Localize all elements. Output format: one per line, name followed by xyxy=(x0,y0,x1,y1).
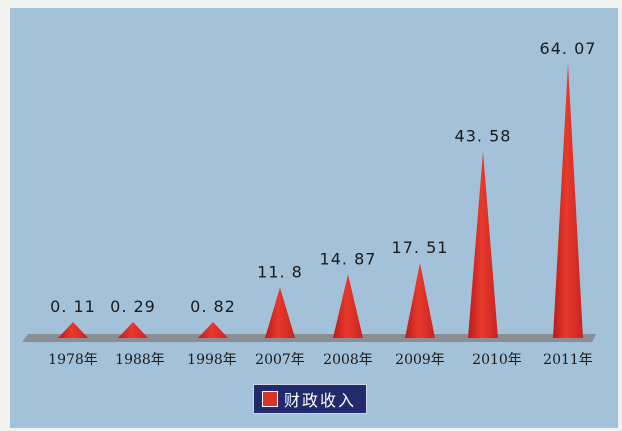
category-label: 1988年 xyxy=(115,352,165,368)
category-label: 2011年 xyxy=(543,352,593,368)
chart-floor xyxy=(22,334,596,342)
category-label: 2010年 xyxy=(472,352,522,368)
legend-label: 财政收入 xyxy=(284,391,357,410)
value-label: 17. 51 xyxy=(392,238,449,257)
bar-1998年 xyxy=(198,322,228,338)
legend: 财政收入 xyxy=(253,384,368,414)
bar-1978年 xyxy=(58,322,88,338)
category-label: 1978年 xyxy=(48,352,98,368)
category-label: 2008年 xyxy=(323,352,373,368)
bar-2010年 xyxy=(468,151,498,338)
bar-2011年 xyxy=(553,63,583,339)
category-label: 2009年 xyxy=(395,352,445,368)
value-label: 43. 58 xyxy=(455,126,512,145)
value-label: 11. 8 xyxy=(257,262,303,281)
value-label: 14. 87 xyxy=(320,249,377,268)
category-label: 1998年 xyxy=(187,352,237,368)
value-label: 0. 82 xyxy=(190,297,236,316)
value-label: 0. 11 xyxy=(50,297,96,316)
bar-2008年 xyxy=(333,274,363,338)
chart-panel xyxy=(10,8,618,428)
bars-group xyxy=(58,63,583,339)
category-labels-group: 1978年 1988年 1998年 2007年 2008年 2009年 2010年 2011年 xyxy=(48,352,593,368)
bar-1988年 xyxy=(118,322,148,338)
bar-2007年 xyxy=(265,287,295,338)
bar-2009年 xyxy=(405,263,435,338)
value-label: 0. 29 xyxy=(110,297,156,316)
value-labels-group: 0. 11 0. 29 0. 82 11. 8 14. 87 17. 51 43. 58 64… xyxy=(50,39,597,316)
category-label: 2007年 xyxy=(255,352,305,368)
value-label: 64. 07 xyxy=(540,39,597,58)
legend-swatch xyxy=(262,391,278,407)
